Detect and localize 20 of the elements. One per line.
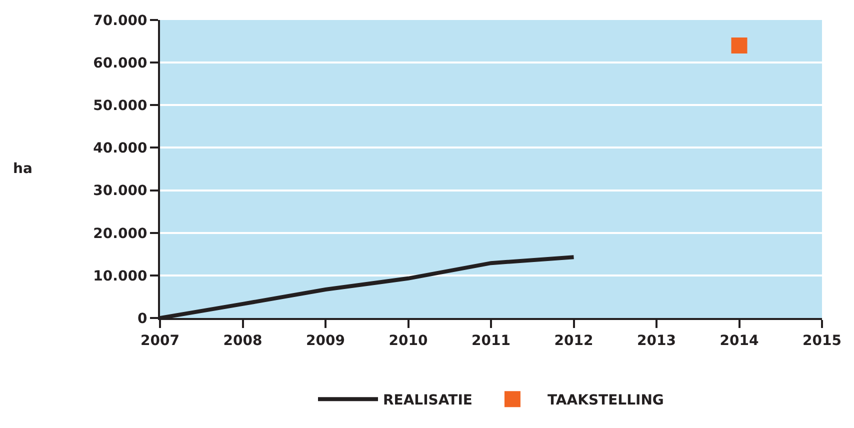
y-axis-title: ha: [13, 161, 32, 177]
x-tick-label: 2010: [388, 332, 428, 349]
x-tick-label: 2012: [554, 332, 594, 349]
y-tick-label: 60.000: [93, 55, 148, 72]
x-tick-label: 2007: [140, 332, 180, 349]
x-tick-label: 2008: [223, 332, 262, 349]
y-tick-label: 20.000: [93, 226, 148, 242]
legend-label: TAAKSTELLING: [547, 392, 664, 409]
x-tick-label: 2011: [472, 332, 510, 349]
y-tick-label: 70.000: [93, 12, 148, 29]
x-tick-label: 2014: [720, 332, 759, 349]
legend-label: REALISATIE: [383, 392, 472, 409]
y-tick-label: 0: [137, 310, 148, 327]
x-tick-label: 2013: [637, 332, 676, 349]
y-tick-label: 10.000: [93, 268, 148, 284]
y-tick-label: 30.000: [93, 183, 148, 200]
y-tick-label: 50.000: [93, 98, 148, 114]
x-tick-label: 2015: [802, 332, 842, 349]
y-tick-label: 40.000: [93, 140, 148, 157]
x-tick-label: 2009: [306, 332, 345, 349]
